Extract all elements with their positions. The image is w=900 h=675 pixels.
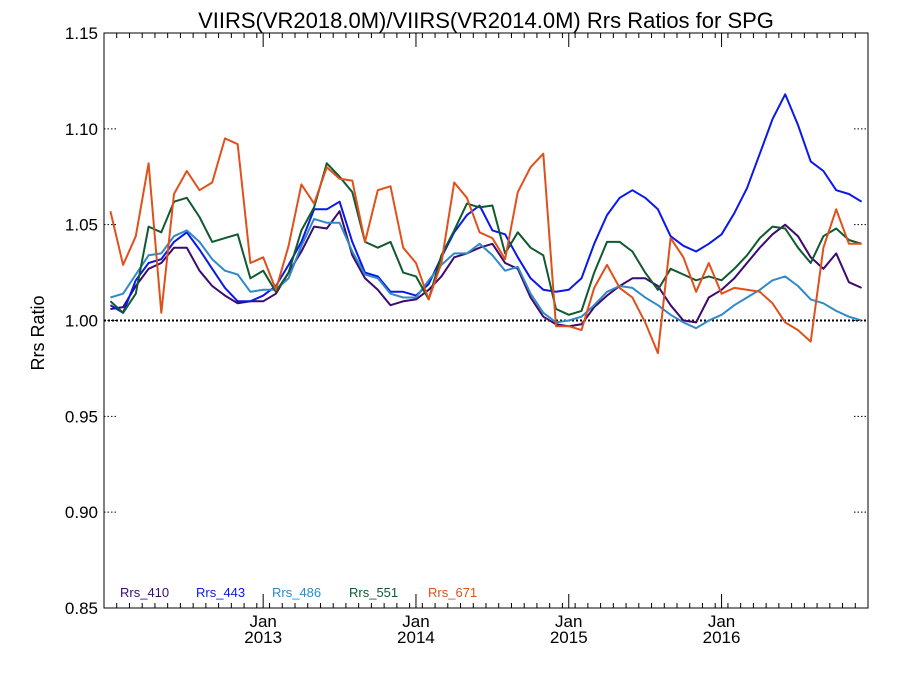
- x-tick-month-label: Jan: [402, 612, 429, 631]
- y-tick-label: 1.05: [65, 216, 98, 235]
- x-tick-month-label: Jan: [249, 612, 276, 631]
- series-line-rrs-551: [109, 162, 862, 316]
- series-line-rrs-410: [110, 210, 863, 328]
- y-tick-label: 0.90: [65, 503, 98, 522]
- y-tick-label: 1.15: [65, 24, 98, 43]
- series-line-rrs-486: [110, 217, 862, 330]
- series-line-rrs-671: [109, 137, 862, 355]
- y-tick-layer: 0.85 0.90 0.95 1.00 1.05 1.10 1.15: [65, 24, 868, 618]
- legend-entry-rrs-486: Rrs_486: [272, 585, 321, 600]
- chart-title: VIIRS(VR2018.0M)/VIIRS(VR2014.0M) Rrs Ra…: [198, 8, 774, 33]
- legend-entry-rrs-551: Rrs_551: [349, 585, 398, 600]
- series-layer: [109, 93, 863, 355]
- x-tick-year-label: 2013: [244, 628, 282, 647]
- y-tick-label: 0.85: [65, 599, 98, 618]
- x-tick-year-label: 2016: [703, 628, 741, 647]
- y-tick-label: 1.00: [65, 312, 98, 331]
- y-tick-label: 1.10: [65, 120, 98, 139]
- legend: Rrs_410 Rrs_443 Rrs_486 Rrs_551 Rrs_671: [120, 585, 477, 600]
- x-tick-month-label: Jan: [708, 612, 735, 631]
- x-tick-year-label: 2015: [550, 628, 588, 647]
- series-line-rrs-443: [109, 93, 863, 314]
- legend-entry-rrs-410: Rrs_410: [120, 585, 169, 600]
- legend-entry-rrs-443: Rrs_443: [196, 585, 245, 600]
- x-tick-year-label: 2014: [397, 628, 435, 647]
- y-axis-label: Rrs Ratio: [28, 295, 48, 370]
- y-tick-label: 0.95: [65, 407, 98, 426]
- x-tick-month-label: Jan: [555, 612, 582, 631]
- legend-entry-rrs-671: Rrs_671: [428, 585, 477, 600]
